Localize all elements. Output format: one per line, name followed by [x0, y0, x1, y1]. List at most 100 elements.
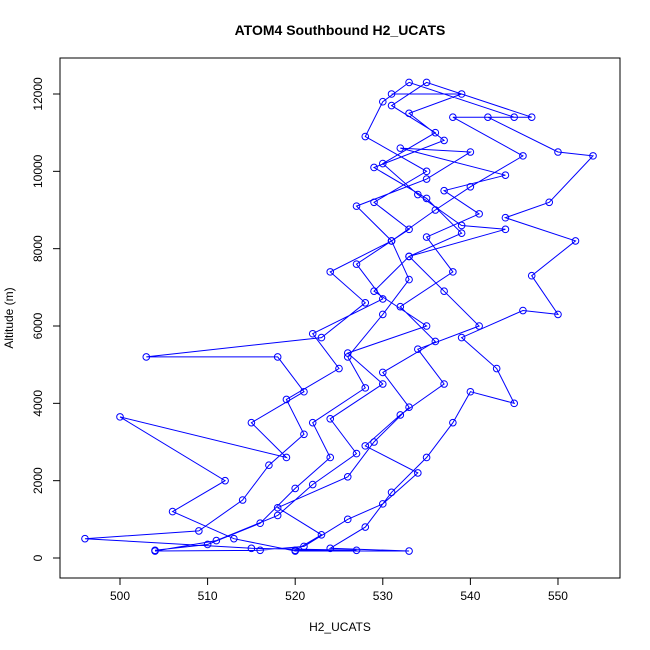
data-point	[449, 113, 457, 121]
data-point	[405, 78, 413, 87]
data-point	[273, 503, 282, 512]
data-point	[326, 453, 335, 462]
data-point	[510, 113, 518, 121]
data-point	[510, 399, 518, 408]
data-point	[501, 171, 510, 180]
data-point	[361, 299, 370, 307]
data-point	[431, 206, 440, 214]
data-point	[519, 306, 527, 315]
data-point	[387, 90, 396, 98]
data-point	[466, 148, 475, 156]
data-point	[449, 268, 457, 276]
data-point	[457, 333, 466, 342]
data-point	[317, 531, 326, 539]
data-point	[361, 523, 370, 531]
data-point	[361, 132, 370, 141]
x-tick-label: 520	[285, 589, 305, 603]
data-point	[378, 380, 387, 388]
data-point	[308, 329, 317, 338]
data-point	[361, 442, 370, 450]
x-tick-label: 540	[460, 589, 480, 603]
data-point	[519, 152, 527, 160]
y-tick-label: 0	[31, 554, 45, 561]
data-point	[405, 109, 413, 118]
data-point	[265, 461, 273, 470]
data-point	[405, 547, 413, 555]
data-point	[378, 368, 387, 377]
y-tick-label: 12000	[31, 77, 45, 111]
data-point	[396, 302, 405, 311]
data-point	[343, 473, 352, 481]
data-point	[361, 384, 370, 392]
data-point	[378, 97, 387, 106]
data-point	[545, 198, 554, 207]
x-tick-label: 550	[548, 589, 568, 603]
data-point	[370, 163, 378, 172]
data-point	[554, 310, 562, 319]
data-point	[501, 213, 510, 222]
data-point	[484, 113, 492, 121]
data-point	[475, 210, 483, 218]
data-point	[370, 287, 378, 296]
data-point	[589, 152, 597, 160]
data-point	[352, 449, 361, 458]
data-point	[475, 322, 483, 330]
data-line	[84, 81, 595, 552]
data-point	[431, 128, 440, 137]
data-point	[81, 534, 89, 543]
data-point	[405, 225, 413, 234]
data-point	[343, 349, 352, 357]
data-point	[527, 113, 536, 121]
data-point	[352, 260, 361, 268]
data-point	[422, 194, 431, 203]
y-tick-label: 8000	[31, 235, 45, 262]
data-point	[387, 237, 396, 245]
data-point	[440, 287, 448, 296]
data-point	[527, 271, 536, 280]
data-point	[291, 547, 299, 555]
data-point	[300, 430, 308, 439]
data-point	[457, 229, 466, 238]
data-point	[335, 364, 343, 373]
data-point	[273, 353, 282, 361]
data-point	[212, 536, 221, 545]
data-point	[282, 453, 291, 462]
data-point	[396, 144, 405, 152]
data-point	[291, 484, 299, 493]
data-point	[247, 544, 256, 553]
data-point	[308, 418, 317, 427]
data-point	[352, 202, 361, 210]
data-point	[370, 438, 378, 446]
data-point	[405, 275, 413, 284]
data-point	[256, 546, 264, 555]
y-tick-label: 4000	[31, 390, 45, 417]
data-point	[168, 507, 177, 516]
data-point	[554, 148, 562, 156]
data-point	[440, 136, 448, 145]
data-point	[422, 175, 431, 183]
data-point	[230, 534, 238, 543]
data-point	[405, 252, 413, 261]
data-point	[431, 337, 440, 346]
data-point	[387, 101, 396, 110]
data-point	[422, 78, 431, 87]
data-point	[378, 500, 387, 508]
x-tick-label: 500	[110, 589, 130, 603]
data-point	[466, 387, 475, 396]
y-tick-label: 2000	[31, 467, 45, 494]
data-point	[203, 540, 212, 549]
data-point	[387, 488, 396, 497]
data-point	[238, 496, 247, 504]
x-axis-label: H2_UCATS	[309, 620, 371, 634]
data-point	[501, 225, 510, 234]
x-tick-label: 510	[198, 589, 218, 603]
data-point	[492, 364, 501, 373]
data-point	[396, 411, 405, 419]
data-point	[422, 233, 431, 241]
data-point	[343, 515, 352, 524]
data-point	[282, 395, 291, 404]
data-point	[221, 476, 229, 485]
data-point	[571, 237, 580, 245]
data-point	[414, 190, 422, 199]
